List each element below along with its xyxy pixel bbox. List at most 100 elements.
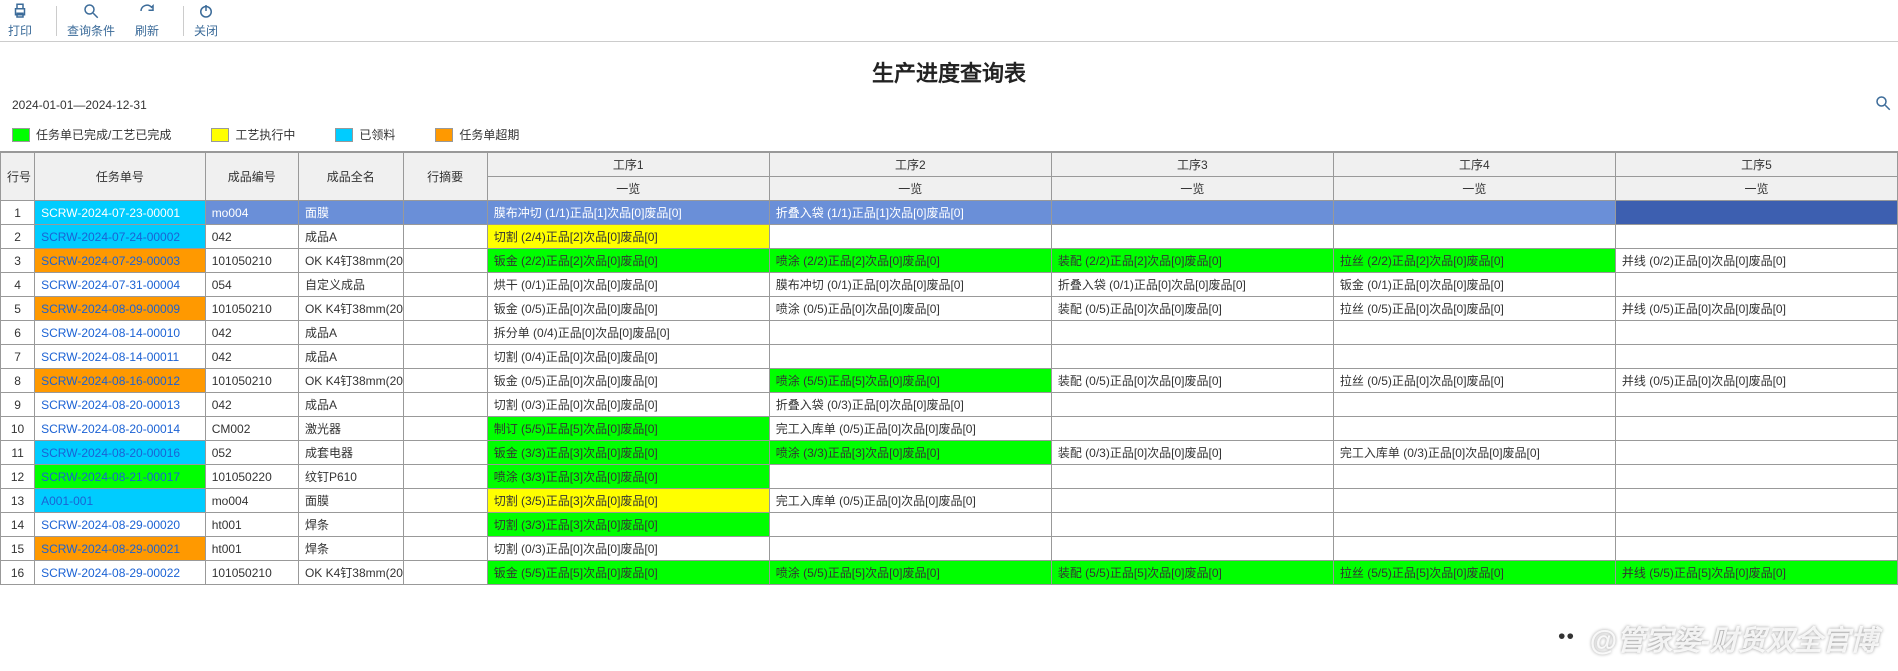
step-cell[interactable]: 膜布冲切 (1/1)正品[1]次品[0]废品[0]	[487, 201, 769, 225]
task-cell[interactable]: SCRW-2024-08-29-00020	[35, 513, 206, 537]
step-cell[interactable]: 钣金 (5/5)正品[5]次品[0]废品[0]	[487, 561, 769, 585]
step-cell[interactable]: 拉丝 (0/5)正品[0]次品[0]废品[0]	[1333, 369, 1615, 393]
task-link[interactable]: SCRW-2024-07-24-00002	[41, 230, 180, 244]
close-button[interactable]: 关闭	[194, 2, 218, 39]
step-cell[interactable]	[769, 465, 1051, 489]
step-cell[interactable]	[1333, 417, 1615, 441]
task-link[interactable]: SCRW-2024-07-23-00001	[41, 206, 180, 220]
step-cell[interactable]: 喷涂 (3/3)正品[3]次品[0]废品[0]	[487, 465, 769, 489]
query-button[interactable]: 查询条件	[67, 2, 115, 39]
step-cell[interactable]: 喷涂 (5/5)正品[5]次品[0]废品[0]	[769, 561, 1051, 585]
header-step3[interactable]: 工序3	[1051, 153, 1333, 177]
table-row[interactable]: 13A001-001mo004面膜切割 (3/5)正品[3]次品[0]废品[0]…	[1, 489, 1898, 513]
step-cell[interactable]	[1333, 225, 1615, 249]
task-link[interactable]: SCRW-2024-08-29-00021	[41, 542, 180, 556]
header-sub5[interactable]: 一览	[1615, 177, 1897, 201]
step-cell[interactable]	[1333, 513, 1615, 537]
step-cell[interactable]	[769, 345, 1051, 369]
step-cell[interactable]	[1615, 417, 1897, 441]
task-cell[interactable]: SCRW-2024-07-31-00004	[35, 273, 206, 297]
step-cell[interactable]: 烘干 (0/1)正品[0]次品[0]废品[0]	[487, 273, 769, 297]
task-cell[interactable]: SCRW-2024-08-20-00013	[35, 393, 206, 417]
step-cell[interactable]: 完工入库单 (0/5)正品[0]次品[0]废品[0]	[769, 489, 1051, 513]
task-link[interactable]: SCRW-2024-08-16-00012	[41, 374, 180, 388]
task-cell[interactable]: SCRW-2024-08-20-00014	[35, 417, 206, 441]
task-link[interactable]: SCRW-2024-08-14-00011	[41, 350, 179, 364]
step-cell[interactable]	[1051, 417, 1333, 441]
step-cell[interactable]: 拉丝 (0/5)正品[0]次品[0]废品[0]	[1333, 297, 1615, 321]
step-cell[interactable]: 膜布冲切 (0/1)正品[0]次品[0]废品[0]	[769, 273, 1051, 297]
task-cell[interactable]: SCRW-2024-08-21-00017	[35, 465, 206, 489]
step-cell[interactable]	[1051, 489, 1333, 513]
step-cell[interactable]: 装配 (0/3)正品[0]次品[0]废品[0]	[1051, 441, 1333, 465]
task-link[interactable]: SCRW-2024-07-31-00004	[41, 278, 180, 292]
task-link[interactable]: SCRW-2024-08-14-00010	[41, 326, 180, 340]
header-step1[interactable]: 工序1	[487, 153, 769, 177]
table-row[interactable]: 1SCRW-2024-07-23-00001mo004面膜膜布冲切 (1/1)正…	[1, 201, 1898, 225]
step-cell[interactable]: 制订 (5/5)正品[5]次品[0]废品[0]	[487, 417, 769, 441]
step-cell[interactable]: 切割 (0/3)正品[0]次品[0]废品[0]	[487, 393, 769, 417]
table-row[interactable]: 3SCRW-2024-07-29-00003101050210OK K4钉38m…	[1, 249, 1898, 273]
step-cell[interactable]: 切割 (0/3)正品[0]次品[0]废品[0]	[487, 537, 769, 561]
task-cell[interactable]: SCRW-2024-07-23-00001	[35, 201, 206, 225]
step-cell[interactable]	[1615, 225, 1897, 249]
header-step2[interactable]: 工序2	[769, 153, 1051, 177]
step-cell[interactable]	[1615, 345, 1897, 369]
task-cell[interactable]: SCRW-2024-08-09-00009	[35, 297, 206, 321]
step-cell[interactable]	[1333, 465, 1615, 489]
table-row[interactable]: 10SCRW-2024-08-20-00014CM002激光器制订 (5/5)正…	[1, 417, 1898, 441]
step-cell[interactable]	[1051, 513, 1333, 537]
table-row[interactable]: 4SCRW-2024-07-31-00004054自定义成品烘干 (0/1)正品…	[1, 273, 1898, 297]
task-link[interactable]: SCRW-2024-08-21-00017	[41, 470, 180, 484]
step-cell[interactable]	[1615, 489, 1897, 513]
step-cell[interactable]: 完工入库单 (0/3)正品[0]次品[0]废品[0]	[1333, 441, 1615, 465]
step-cell[interactable]: 装配 (5/5)正品[5]次品[0]废品[0]	[1051, 561, 1333, 585]
task-cell[interactable]: SCRW-2024-08-29-00022	[35, 561, 206, 585]
step-cell[interactable]	[1615, 393, 1897, 417]
task-cell[interactable]: SCRW-2024-07-29-00003	[35, 249, 206, 273]
refresh-button[interactable]: 刷新	[135, 2, 159, 39]
step-cell[interactable]: 并线 (0/5)正品[0]次品[0]废品[0]	[1615, 297, 1897, 321]
step-cell[interactable]	[1051, 321, 1333, 345]
step-cell[interactable]: 切割 (0/4)正品[0]次品[0]废品[0]	[487, 345, 769, 369]
step-cell[interactable]: 并线 (0/2)正品[0]次品[0]废品[0]	[1615, 249, 1897, 273]
step-cell[interactable]	[1051, 345, 1333, 369]
step-cell[interactable]: 并线 (5/5)正品[5]次品[0]废品[0]	[1615, 561, 1897, 585]
step-cell[interactable]	[1615, 273, 1897, 297]
step-cell[interactable]: 拉丝 (2/2)正品[2]次品[0]废品[0]	[1333, 249, 1615, 273]
step-cell[interactable]	[769, 321, 1051, 345]
task-link[interactable]: SCRW-2024-08-29-00020	[41, 518, 180, 532]
step-cell[interactable]	[1615, 537, 1897, 561]
step-cell[interactable]: 并线 (0/5)正品[0]次品[0]废品[0]	[1615, 369, 1897, 393]
step-cell[interactable]	[769, 225, 1051, 249]
step-cell[interactable]	[1615, 513, 1897, 537]
step-cell[interactable]: 喷涂 (2/2)正品[2]次品[0]废品[0]	[769, 249, 1051, 273]
table-row[interactable]: 16SCRW-2024-08-29-00022101050210OK K4钉38…	[1, 561, 1898, 585]
step-cell[interactable]: 完工入库单 (0/5)正品[0]次品[0]废品[0]	[769, 417, 1051, 441]
step-cell[interactable]	[1051, 201, 1333, 225]
step-cell[interactable]	[1051, 465, 1333, 489]
step-cell[interactable]: 折叠入袋 (0/3)正品[0]次品[0]废品[0]	[769, 393, 1051, 417]
task-cell[interactable]: SCRW-2024-08-16-00012	[35, 369, 206, 393]
table-row[interactable]: 15SCRW-2024-08-29-00021ht001焊条切割 (0/3)正品…	[1, 537, 1898, 561]
header-task[interactable]: 任务单号	[35, 153, 206, 201]
step-cell[interactable]: 折叠入袋 (1/1)正品[1]次品[0]废品[0]	[769, 201, 1051, 225]
task-cell[interactable]: SCRW-2024-07-24-00002	[35, 225, 206, 249]
step-cell[interactable]	[1333, 321, 1615, 345]
step-cell[interactable]: 喷涂 (3/3)正品[3]次品[0]废品[0]	[769, 441, 1051, 465]
step-cell[interactable]	[1051, 225, 1333, 249]
step-cell[interactable]: 喷涂 (0/5)正品[0]次品[0]废品[0]	[769, 297, 1051, 321]
step-cell[interactable]: 切割 (3/5)正品[3]次品[0]废品[0]	[487, 489, 769, 513]
step-cell[interactable]: 装配 (0/5)正品[0]次品[0]废品[0]	[1051, 297, 1333, 321]
table-row[interactable]: 7SCRW-2024-08-14-00011042成品A切割 (0/4)正品[0…	[1, 345, 1898, 369]
header-sub3[interactable]: 一览	[1051, 177, 1333, 201]
table-row[interactable]: 6SCRW-2024-08-14-00010042成品A拆分单 (0/4)正品[…	[1, 321, 1898, 345]
step-cell[interactable]: 喷涂 (5/5)正品[5]次品[0]废品[0]	[769, 369, 1051, 393]
table-row[interactable]: 14SCRW-2024-08-29-00020ht001焊条切割 (3/3)正品…	[1, 513, 1898, 537]
task-link[interactable]: SCRW-2024-07-29-00003	[41, 254, 180, 268]
table-row[interactable]: 9SCRW-2024-08-20-00013042成品A切割 (0/3)正品[0…	[1, 393, 1898, 417]
table-row[interactable]: 5SCRW-2024-08-09-00009101050210OK K4钉38m…	[1, 297, 1898, 321]
print-button[interactable]: 打印	[8, 2, 32, 39]
step-cell[interactable]	[1333, 489, 1615, 513]
task-link[interactable]: SCRW-2024-08-20-00013	[41, 398, 180, 412]
